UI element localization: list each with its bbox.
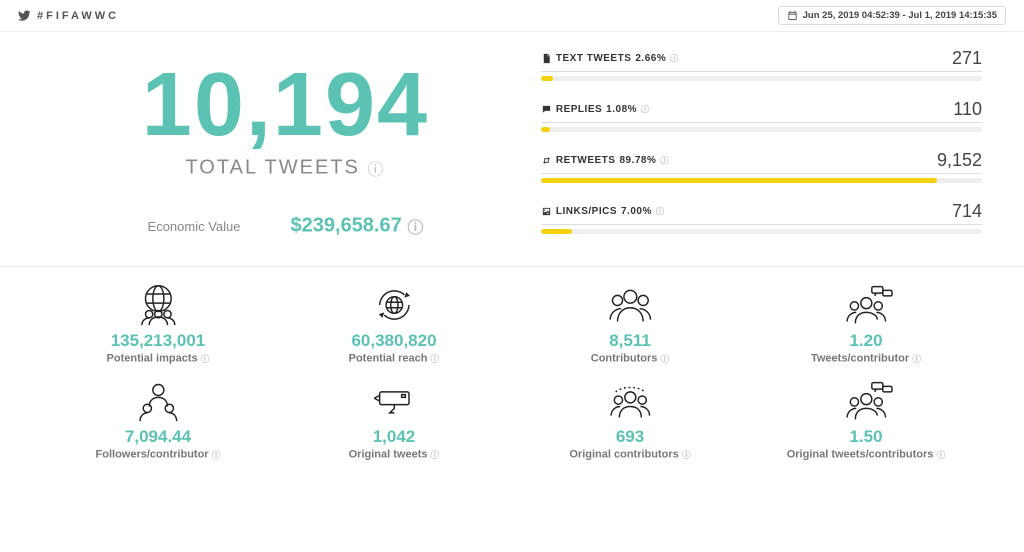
economic-value-row: Economic Value $239,658.67 ⓘ — [40, 214, 531, 238]
breakdown-row: RETWEETS 89.78% ⓘ 9,152 — [541, 150, 982, 183]
help-icon[interactable]: ⓘ — [431, 448, 440, 461]
metric-label: Original contributors ⓘ — [518, 448, 742, 461]
metric-cell: 60,380,820Potential reach ⓘ — [276, 279, 512, 369]
metric-value: 135,213,001 — [46, 331, 270, 351]
help-icon[interactable]: ⓘ — [367, 156, 385, 180]
metric-label: Potential impacts ⓘ — [46, 352, 270, 365]
metric-cell: 1,042Original tweets ⓘ — [276, 375, 512, 465]
metric-cell: 135,213,001Potential impacts ⓘ — [40, 279, 276, 369]
metric-cell: 8,511Contributors ⓘ — [512, 279, 748, 369]
breakdown-title: LINKS/PICS 7.00% ⓘ — [541, 206, 664, 217]
help-icon[interactable]: ⓘ — [660, 352, 669, 365]
image-icon — [541, 206, 552, 217]
metric-label: Original tweets/contributors ⓘ — [754, 448, 978, 461]
metric-value: 1.50 — [754, 427, 978, 447]
total-tweets-value: 10,194 — [40, 60, 531, 150]
metric-cell: 1.20Tweets/contributor ⓘ — [748, 279, 984, 369]
total-tweets-block: 10,194 TOTAL TWEETS ⓘ Economic Value $23… — [40, 40, 531, 252]
people-chat-icon — [837, 283, 896, 327]
breakdown-block: TEXT TWEETS 2.66% ⓘ 271 REPLIES 1.08% ⓘ 110… — [531, 40, 984, 252]
people-chat-icon — [837, 379, 896, 423]
metric-cell: 7,094.44Followers/contributor ⓘ — [40, 375, 276, 465]
breakdown-row: LINKS/PICS 7.00% ⓘ 714 — [541, 201, 982, 234]
bar-track — [541, 76, 982, 81]
metric-value: 7,094.44 — [46, 427, 270, 447]
help-icon[interactable]: ⓘ — [407, 214, 423, 238]
breakdown-value: 714 — [952, 201, 982, 222]
metric-label: Potential reach ⓘ — [282, 352, 506, 365]
bar-track — [541, 127, 982, 132]
date-range-picker[interactable]: Jun 25, 2019 04:52:39 - Jul 1, 2019 14:1… — [778, 6, 1006, 25]
metric-cell: 693Original contributors ⓘ — [512, 375, 748, 465]
breakdown-title: TEXT TWEETS 2.66% ⓘ — [541, 53, 679, 64]
help-icon[interactable]: ⓘ — [201, 352, 210, 365]
bar-fill — [541, 127, 550, 132]
bar-track — [541, 229, 982, 234]
breakdown-title: REPLIES 1.08% ⓘ — [541, 104, 650, 115]
globe-cycle-icon — [365, 283, 424, 327]
calendar-icon — [787, 10, 798, 21]
help-icon[interactable]: ⓘ — [656, 206, 665, 217]
people-icon — [601, 283, 660, 327]
breakdown-value: 9,152 — [937, 150, 982, 171]
help-icon[interactable]: ⓘ — [912, 352, 921, 365]
help-icon[interactable]: ⓘ — [431, 352, 440, 365]
send-icon — [365, 379, 424, 423]
metrics-grid: 135,213,001Potential impacts ⓘ60,380,820… — [0, 267, 1024, 465]
people-ring-icon — [601, 379, 660, 423]
bar-fill — [541, 76, 553, 81]
bar-fill — [541, 178, 937, 183]
help-icon[interactable]: ⓘ — [212, 448, 221, 461]
help-icon[interactable]: ⓘ — [660, 155, 669, 166]
breakdown-row: TEXT TWEETS 2.66% ⓘ 271 — [541, 48, 982, 81]
help-icon[interactable]: ⓘ — [936, 448, 945, 461]
globe-people-icon — [129, 283, 188, 327]
metric-label: Tweets/contributor ⓘ — [754, 352, 978, 365]
hashtag-text: #FIFAWWC — [37, 10, 119, 22]
summary-section: 10,194 TOTAL TWEETS ⓘ Economic Value $23… — [0, 32, 1024, 267]
help-icon[interactable]: ⓘ — [641, 104, 650, 115]
metric-label: Original tweets ⓘ — [282, 448, 506, 461]
retweet-icon — [541, 155, 552, 166]
economic-value: $239,658.67 ⓘ — [291, 214, 424, 238]
breakdown-value: 271 — [952, 48, 982, 69]
people-one-icon — [129, 379, 188, 423]
metric-value: 1.20 — [754, 331, 978, 351]
breakdown-value: 110 — [953, 99, 982, 120]
doc-icon — [541, 53, 552, 64]
metric-value: 8,511 — [518, 331, 742, 351]
reply-icon — [541, 104, 552, 115]
economic-label: Economic Value — [148, 219, 241, 234]
hashtag-block: #FIFAWWC — [18, 9, 119, 22]
total-tweets-label: TOTAL TWEETS ⓘ — [40, 156, 531, 180]
help-icon[interactable]: ⓘ — [682, 448, 691, 461]
topbar: #FIFAWWC Jun 25, 2019 04:52:39 - Jul 1, … — [0, 0, 1024, 32]
date-range-text: Jun 25, 2019 04:52:39 - Jul 1, 2019 14:1… — [803, 10, 997, 21]
metric-value: 693 — [518, 427, 742, 447]
help-icon[interactable]: ⓘ — [670, 53, 679, 64]
breakdown-title: RETWEETS 89.78% ⓘ — [541, 155, 669, 166]
bar-fill — [541, 229, 572, 234]
metric-value: 1,042 — [282, 427, 506, 447]
metric-label: Contributors ⓘ — [518, 352, 742, 365]
breakdown-row: REPLIES 1.08% ⓘ 110 — [541, 99, 982, 132]
metric-label: Followers/contributor ⓘ — [46, 448, 270, 461]
bar-track — [541, 178, 982, 183]
metric-value: 60,380,820 — [282, 331, 506, 351]
metric-cell: 1.50Original tweets/contributors ⓘ — [748, 375, 984, 465]
twitter-icon — [18, 9, 31, 22]
